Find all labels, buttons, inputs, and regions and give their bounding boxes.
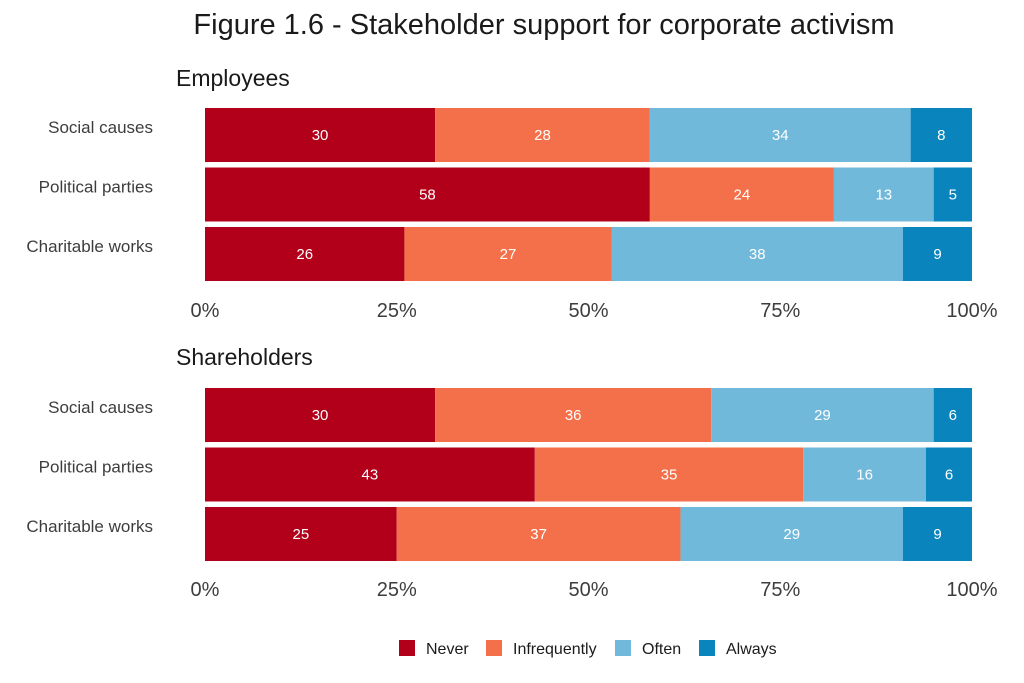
data-label: 6 — [945, 467, 953, 484]
data-label: 29 — [783, 526, 800, 543]
x-ticks-employees: 0% 25% 50% 75% 100% — [191, 300, 998, 322]
chart-title: Figure 1.6 - Stakeholder support for cor… — [193, 9, 894, 41]
bar-segment-never — [205, 447, 535, 502]
bar-segment-often — [649, 108, 911, 162]
bar-segment-never — [205, 108, 436, 162]
bar-segment-often — [833, 167, 934, 222]
x-tick-label: 25% — [377, 579, 417, 601]
data-label: 26 — [296, 246, 313, 263]
bar-segment-infrequently — [404, 227, 612, 281]
bars-employees: 30 28 34 8 58 24 13 5 26 27 38 9 — [205, 108, 972, 281]
legend-swatch-always — [699, 640, 715, 656]
data-label: 30 — [312, 127, 329, 144]
x-ticks-shareholders: 0% 25% 50% 75% 100% — [191, 579, 998, 601]
data-label: 24 — [734, 187, 751, 204]
category-label: Political parties — [39, 178, 153, 197]
x-tick-label: 75% — [760, 579, 800, 601]
legend-swatch-often — [615, 640, 631, 656]
bar-segment-often — [680, 507, 903, 561]
x-tick-label: 50% — [568, 579, 608, 601]
bar-segment-never — [205, 167, 650, 222]
bar-segment-often — [611, 227, 903, 281]
data-label: 35 — [661, 467, 678, 484]
bar-segment-always — [910, 108, 972, 162]
x-tick-label: 0% — [191, 579, 220, 601]
bar-segment-often — [803, 447, 926, 502]
data-label: 16 — [856, 467, 873, 484]
x-tick-label: 100% — [946, 300, 997, 322]
category-label: Social causes — [48, 118, 153, 137]
data-label: 9 — [933, 246, 941, 263]
legend-label: Infrequently — [513, 641, 597, 658]
legend-label: Never — [426, 641, 469, 658]
category-label: Social causes — [48, 398, 153, 417]
data-label: 43 — [362, 467, 379, 484]
data-label: 13 — [875, 187, 892, 204]
data-label: 30 — [312, 407, 329, 424]
data-label: 29 — [814, 407, 831, 424]
data-label: 9 — [933, 526, 941, 543]
bar-segment-often — [711, 388, 934, 442]
bar-segment-always — [902, 507, 972, 561]
category-labels-shareholders: Social causes Political parties Charitable… — [26, 398, 153, 536]
x-tick-label: 25% — [377, 300, 417, 322]
bar-segment-always — [933, 167, 972, 222]
bar-segment-infrequently — [435, 388, 712, 442]
x-tick-label: 75% — [760, 300, 800, 322]
data-label: 36 — [565, 407, 582, 424]
legend-swatch-infrequently — [486, 640, 502, 656]
category-label: Political parties — [39, 458, 153, 477]
data-label: 25 — [293, 526, 310, 543]
bar-segment-infrequently — [534, 447, 804, 502]
data-label: 34 — [772, 127, 789, 144]
bar-segment-always — [902, 227, 972, 281]
bar-segment-infrequently — [435, 108, 650, 162]
panel-title-employees: Employees — [176, 65, 290, 91]
category-label: Charitable works — [26, 237, 153, 256]
panel-shareholders: Shareholders 30 36 29 6 43 35 16 6 25 37 29 9 Socia… — [26, 344, 997, 601]
legend-label: Often — [642, 641, 681, 658]
data-label: 28 — [534, 127, 551, 144]
category-labels-employees: Social causes Political parties Charitable… — [26, 118, 153, 256]
x-tick-label: 50% — [568, 300, 608, 322]
data-label: 58 — [419, 187, 436, 204]
legend-swatch-never — [399, 640, 415, 656]
x-tick-label: 100% — [946, 579, 997, 601]
bar-segment-infrequently — [649, 167, 834, 222]
data-label: 27 — [500, 246, 517, 263]
bar-segment-always — [925, 447, 972, 502]
data-label: 38 — [749, 246, 766, 263]
bar-segment-never — [205, 388, 436, 442]
legend: Never Infrequently Often Always — [399, 640, 777, 658]
bar-segment-never — [205, 227, 405, 281]
legend-label: Always — [726, 641, 777, 658]
bars-shareholders: 30 36 29 6 43 35 16 6 25 37 29 9 — [205, 388, 972, 561]
data-label: 5 — [949, 187, 957, 204]
bar-segment-never — [205, 507, 397, 561]
data-label: 6 — [949, 407, 957, 424]
bar-segment-always — [933, 388, 972, 442]
data-label: 8 — [937, 127, 945, 144]
data-label: 37 — [530, 526, 547, 543]
category-label: Charitable works — [26, 517, 153, 536]
panel-title-shareholders: Shareholders — [176, 344, 313, 370]
panel-employees: Employees 30 28 34 8 58 24 13 5 26 27 38 9 Social c… — [26, 65, 997, 322]
bar-segment-infrequently — [396, 507, 681, 561]
x-tick-label: 0% — [191, 300, 220, 322]
